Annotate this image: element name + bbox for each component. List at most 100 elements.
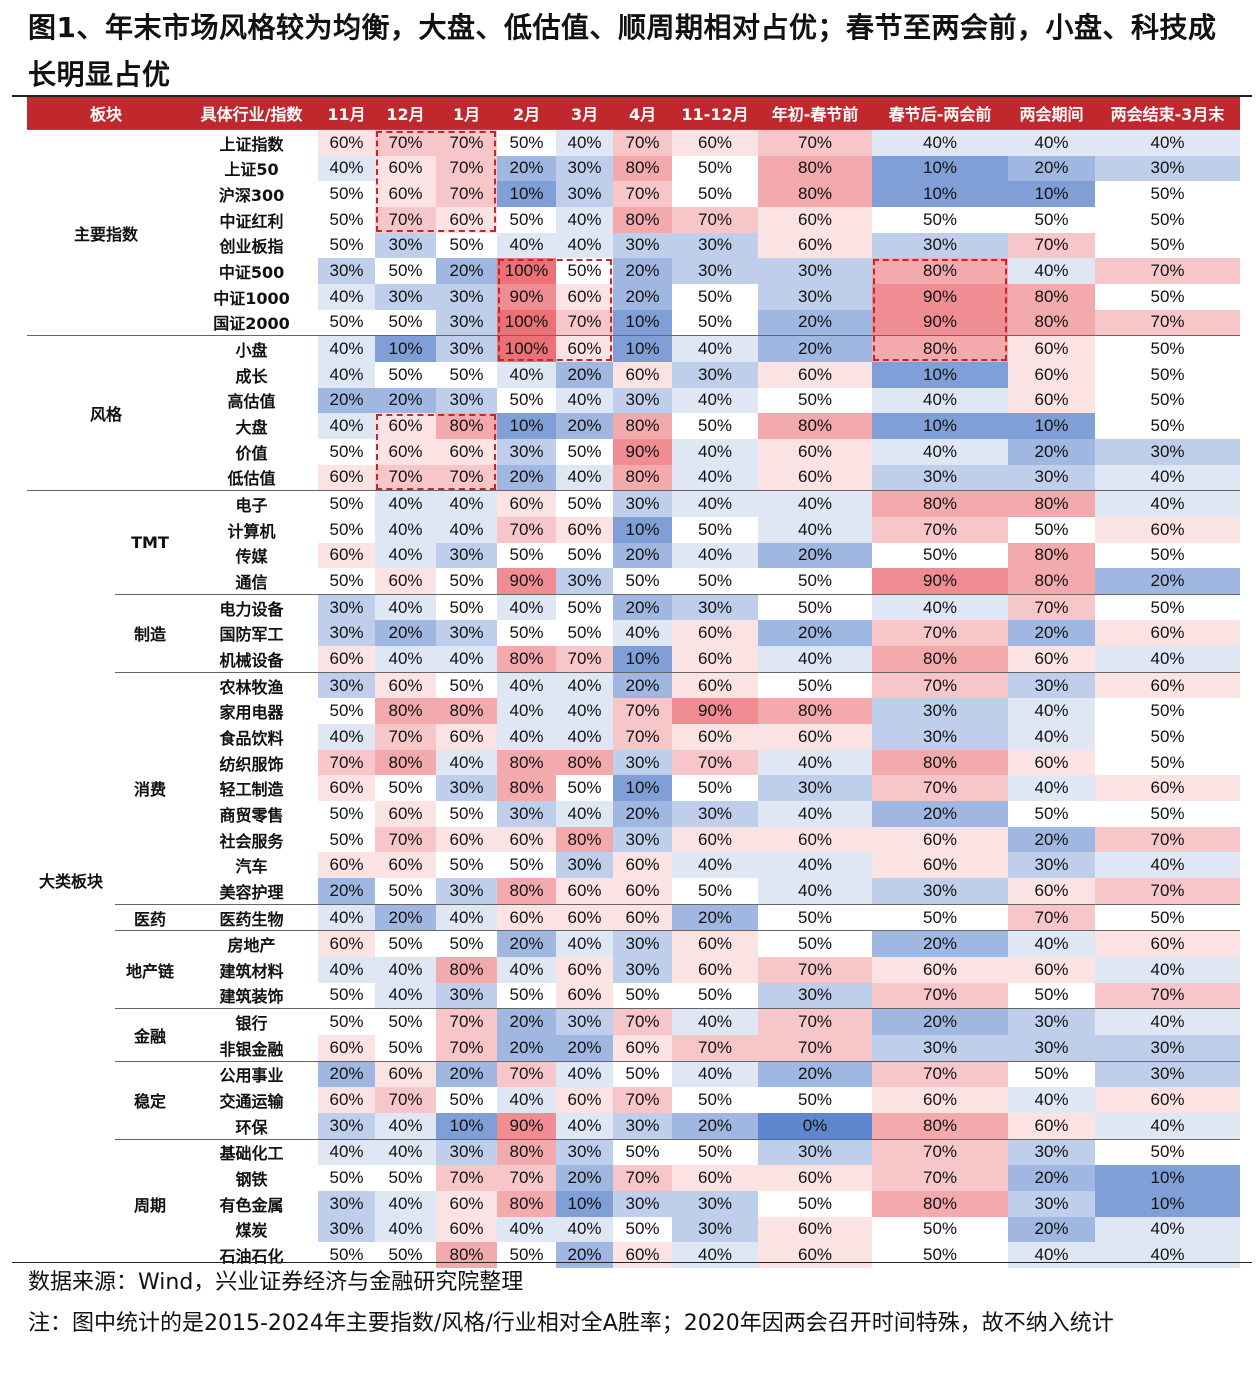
heatmap-cell: 20% (758, 620, 873, 647)
heatmap-cell: 20% (497, 1034, 557, 1062)
heatmap-cell: 20% (758, 309, 873, 336)
heatmap-cell: 30% (436, 878, 498, 905)
heatmap-cell: 50% (1008, 206, 1096, 233)
heatmap-cell: 60% (758, 1165, 873, 1191)
heatmap-cell: 80% (1008, 490, 1096, 517)
heatmap-cell: 40% (436, 749, 498, 776)
heatmap-cell: 60% (318, 852, 376, 879)
heatmap-cell: 50% (1095, 181, 1241, 207)
heatmap-cell: 70% (1095, 309, 1241, 336)
heatmap-cell: 70% (613, 1165, 673, 1191)
heatmap-cell: 50% (497, 387, 557, 414)
table-row: 石油石化 50% 50% 80% 50% 20% 60% 40% 60% 50% 40% 40% (27, 1242, 1241, 1268)
heatmap-cell: 20% (436, 1060, 498, 1088)
heatmap-cell: 10% (872, 413, 1009, 439)
heatmap-cell: 50% (375, 775, 437, 802)
column-header: 2月 (497, 97, 557, 130)
heatmap-cell: 20% (436, 258, 498, 284)
heatmap-cell: 70% (436, 155, 498, 182)
heatmap-cell: 70% (318, 749, 376, 776)
heatmap-cell: 90% (497, 1112, 557, 1140)
heatmap-cell: 40% (318, 1138, 376, 1166)
heatmap-cell: 70% (436, 1008, 498, 1035)
heatmap-cell: 10% (613, 775, 673, 802)
heatmap-cell: 70% (436, 181, 498, 207)
heatmap-cell: 40% (1095, 1216, 1241, 1243)
heatmap-cell: 20% (497, 930, 557, 957)
heatmap-cell: 40% (672, 335, 759, 362)
heatmap-cell: 40% (318, 957, 376, 983)
heatmap-cell: 40% (1095, 490, 1241, 517)
heatmap-cell: 100% (497, 335, 557, 362)
heatmap-cell: 50% (1095, 387, 1241, 414)
heatmap-cell: 60% (672, 671, 759, 699)
heatmap-cell: 80% (872, 749, 1009, 776)
row-label: 小盘 (185, 335, 319, 362)
heatmap-cell: 60% (318, 1087, 376, 1113)
subgroup-label: TMT (115, 490, 186, 595)
table-row: 大盘 40% 60% 80% 10% 20% 80% 50% 80% 10% 10% 50% (27, 413, 1241, 439)
heatmap-cell: 40% (1008, 258, 1096, 284)
heatmap-cell: 70% (436, 1165, 498, 1191)
heatmap-cell: 50% (497, 128, 557, 156)
header-row: 板块 具体行业/指数 11月 12月 1月 2月 3月 4月 11-12月 年初-春节前 春节后-两… (27, 97, 1241, 130)
heatmap-cell: 20% (556, 1242, 614, 1268)
heatmap-cell: 50% (1095, 413, 1241, 439)
heatmap-cell: 10% (872, 181, 1009, 207)
heatmap-cell: 50% (497, 542, 557, 569)
heatmap-cell: 50% (436, 1087, 498, 1113)
table-row: 纺织服饰 70% 80% 40% 80% 80% 30% 70% 40% 80% 60% 50% (27, 749, 1241, 776)
row-label: 医药生物 (185, 903, 319, 931)
subgroup-label: 制造 (115, 593, 186, 673)
heatmap-cell: 70% (375, 724, 437, 750)
heatmap-cell: 80% (758, 698, 873, 725)
heatmap-cell: 10% (1008, 181, 1096, 207)
column-header: 板块 (27, 97, 186, 130)
heatmap-cell: 60% (1095, 671, 1241, 699)
heatmap-cell: 50% (375, 258, 437, 284)
heatmap-cell: 50% (758, 1087, 873, 1113)
heatmap-cell: 20% (1008, 155, 1096, 182)
heatmap-cell: 60% (436, 724, 498, 750)
row-label: 中证500 (185, 258, 319, 284)
heatmap-cell: 50% (672, 413, 759, 439)
heatmap-cell: 50% (672, 775, 759, 802)
heatmap-cell: 30% (672, 361, 759, 388)
column-header: 11-12月 (672, 97, 759, 130)
heatmap-cell: 40% (436, 646, 498, 673)
column-header: 12月 (375, 97, 437, 130)
group-label: 主要指数 (27, 128, 186, 336)
table-row: 沪深300 50% 60% 70% 10% 30% 70% 50% 80% 10% 10% 50% (27, 181, 1241, 207)
heatmap-cell: 30% (872, 878, 1009, 905)
heatmap-cell: 70% (872, 982, 1009, 1009)
heatmap-cell: 40% (556, 930, 614, 957)
source-note: 数据来源：Wind，兴业证券经济与金融研究院整理 (28, 1270, 524, 1295)
heatmap-cell: 40% (375, 490, 437, 517)
heatmap-cell: 30% (436, 542, 498, 569)
heatmap-cell: 40% (672, 1008, 759, 1035)
table-row: 美容护理 20% 50% 30% 80% 60% 60% 50% 40% 30% 60% 70% (27, 878, 1241, 905)
heatmap-cell: 60% (672, 724, 759, 750)
heatmap-cell: 50% (758, 671, 873, 699)
heatmap-cell: 20% (613, 593, 673, 621)
heatmap-cell: 30% (318, 1216, 376, 1243)
heatmap-cell: 50% (672, 283, 759, 310)
heatmap-cell: 50% (1008, 1060, 1096, 1088)
row-label: 机械设备 (185, 646, 319, 673)
heatmap-cell: 10% (613, 646, 673, 673)
heatmap-cell: 40% (497, 724, 557, 750)
row-label: 非银金融 (185, 1034, 319, 1062)
heatmap-cell: 30% (672, 232, 759, 259)
subgroup-label: 消费 (115, 671, 186, 905)
heatmap-cell: 60% (1095, 620, 1241, 647)
heatmap-cell: 50% (375, 878, 437, 905)
heatmap-cell: 90% (613, 438, 673, 465)
heatmap-cell: 60% (1095, 775, 1241, 802)
table-row: 建筑材料 40% 40% 80% 40% 60% 30% 60% 70% 60% 60% 40% (27, 957, 1241, 983)
heatmap-cell: 50% (436, 568, 498, 595)
heatmap-cell: 40% (556, 698, 614, 725)
table-row: 食品饮料 40% 70% 60% 40% 40% 70% 60% 60% 30% 40% 50% (27, 724, 1241, 750)
heatmap-cell: 60% (672, 1165, 759, 1191)
table-row: 大类板块 TMT 电子 50% 40% 40% 60% 50% 30% 40% 40% 80% 80% 4… (27, 490, 1241, 1268)
heatmap-cell: 40% (1008, 930, 1096, 957)
